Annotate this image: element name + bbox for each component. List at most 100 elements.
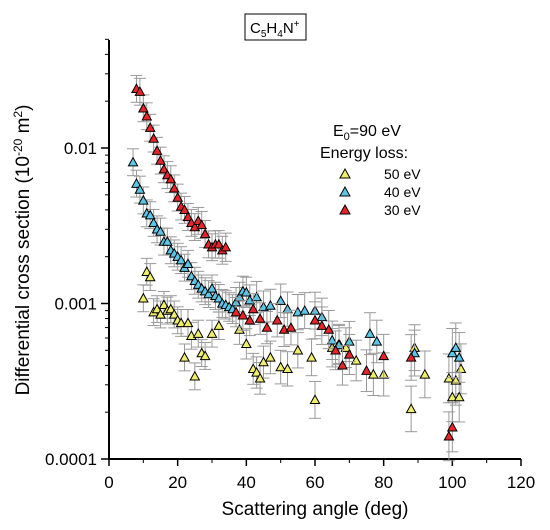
x-tick-label: 80 xyxy=(374,473,393,492)
data-point xyxy=(343,348,355,359)
legend-label: 50 eV xyxy=(384,166,421,182)
data-point xyxy=(316,320,328,330)
data-point xyxy=(251,291,263,302)
data-point xyxy=(206,328,218,338)
x-tick-label: 40 xyxy=(237,473,256,492)
data-point xyxy=(264,299,276,310)
data-point xyxy=(254,312,266,323)
legend-marker xyxy=(339,185,351,197)
data-point xyxy=(405,403,417,414)
x-tick-label: 0 xyxy=(104,473,113,492)
data-point xyxy=(244,314,256,325)
title-text: C5H4N+ xyxy=(250,19,300,40)
legend-marker xyxy=(339,167,351,179)
data-point xyxy=(230,306,242,317)
data-point xyxy=(292,344,304,355)
data-point xyxy=(168,182,180,193)
data-point xyxy=(179,204,190,215)
energy-loss-label: Energy loss: xyxy=(320,145,408,162)
data-point xyxy=(234,323,245,334)
data-point xyxy=(182,211,194,222)
y-tick-label: 0.01 xyxy=(64,139,97,158)
data-point xyxy=(137,194,149,205)
data-point xyxy=(165,303,177,314)
x-tick-label: 20 xyxy=(168,473,187,492)
legend-marker xyxy=(339,203,351,215)
data-point xyxy=(254,372,266,383)
data-point xyxy=(203,288,215,299)
data-point xyxy=(337,359,348,370)
data-point xyxy=(405,351,417,362)
data-point xyxy=(134,86,146,96)
x-tick-label: 100 xyxy=(438,473,466,492)
data-point xyxy=(285,321,297,332)
data-point xyxy=(182,317,194,328)
data-point xyxy=(172,191,184,202)
series-30-eV xyxy=(130,74,459,462)
data-point xyxy=(371,335,383,346)
y-tick-label: 0.001 xyxy=(54,295,97,314)
y-axis-ticks: 0.0001 0.001 0.01 xyxy=(45,38,109,469)
data-point xyxy=(455,363,467,374)
data-point xyxy=(453,391,465,402)
data-point xyxy=(175,254,187,265)
data-point xyxy=(161,235,173,246)
data-point xyxy=(275,361,287,372)
data-point xyxy=(175,317,187,328)
data-point xyxy=(275,295,287,306)
data-point xyxy=(247,303,259,314)
data-point xyxy=(144,122,156,132)
series-50-eV xyxy=(137,257,467,433)
data-point xyxy=(137,292,149,303)
data-point xyxy=(237,309,249,320)
data-point xyxy=(213,320,225,330)
data-point xyxy=(144,209,156,220)
data-point xyxy=(361,365,372,375)
data-point xyxy=(148,132,160,143)
legend: 50 eV 40 eV 30 eV xyxy=(339,166,421,218)
x-axis-ticks: 0 20 40 60 80 100 120 xyxy=(104,459,535,492)
data-point xyxy=(182,258,194,268)
data-point xyxy=(144,271,156,282)
data-point xyxy=(151,145,163,155)
data-point xyxy=(189,370,201,381)
data-point xyxy=(446,391,458,402)
data-point xyxy=(137,102,149,113)
data-point xyxy=(378,350,390,361)
data-point xyxy=(134,183,146,194)
data-point xyxy=(240,338,252,349)
data-point xyxy=(127,156,139,167)
data-point xyxy=(350,354,362,365)
data-point xyxy=(309,314,321,325)
title-box xyxy=(244,13,307,41)
data-point xyxy=(364,328,376,338)
data-point xyxy=(192,328,204,338)
data-point xyxy=(158,163,170,174)
data-point xyxy=(282,363,293,374)
data-point xyxy=(446,421,458,432)
y-axis-title: Differential cross section (10-20 m2) xyxy=(11,105,34,396)
data-point xyxy=(419,368,431,379)
data-point xyxy=(258,356,269,367)
chart-title: C5H4N+ xyxy=(244,13,307,41)
data-point xyxy=(168,308,180,319)
data-point xyxy=(330,344,342,355)
data-point xyxy=(141,266,153,276)
x-tick-label: 60 xyxy=(306,473,325,492)
data-point xyxy=(443,430,455,441)
series-40-eV xyxy=(127,148,466,383)
data-point xyxy=(131,178,142,188)
data-point xyxy=(453,351,465,362)
legend-label: 30 eV xyxy=(384,202,421,218)
data-point xyxy=(179,351,190,362)
data-point xyxy=(450,342,462,352)
data-series xyxy=(127,74,467,462)
data-point xyxy=(206,282,218,293)
data-point xyxy=(446,347,458,358)
data-point xyxy=(158,299,170,310)
data-point xyxy=(199,350,211,361)
data-point xyxy=(309,394,321,405)
data-point xyxy=(220,241,232,252)
data-point xyxy=(196,219,208,230)
data-point xyxy=(261,321,273,332)
